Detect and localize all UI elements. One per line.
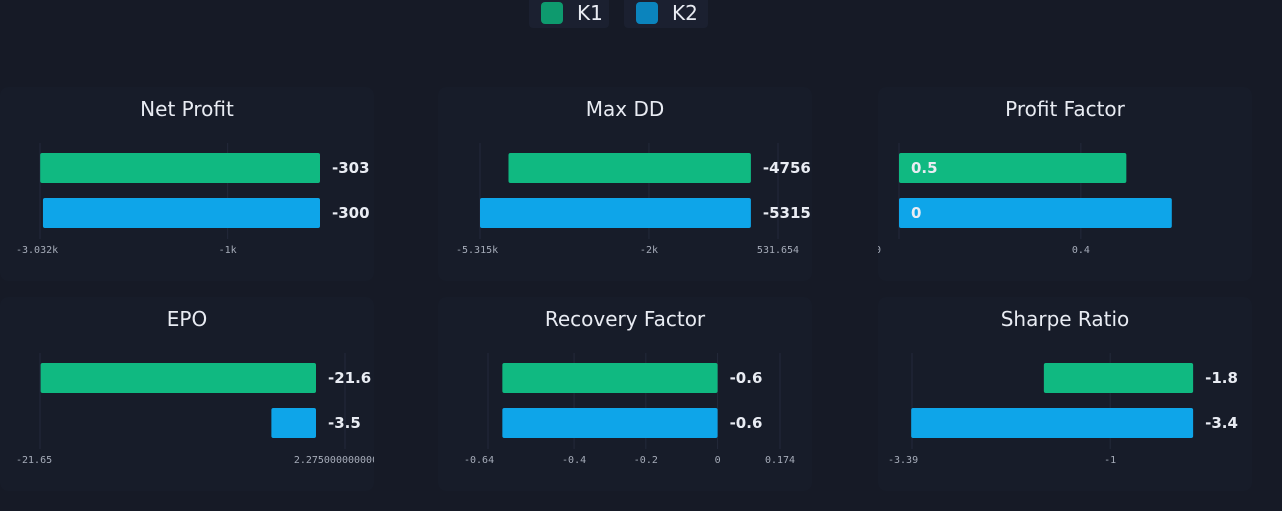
chart-max-dd: -4756 -5315 -5.315k -2k 531.654 bbox=[456, 143, 811, 256]
tick-label: -1k bbox=[219, 245, 237, 256]
bar-k1 bbox=[508, 153, 751, 183]
data-label: -4756 bbox=[763, 159, 811, 177]
chart-epo: -21.6 -3.5 -21.65 2.275000000000004 bbox=[16, 353, 374, 466]
legend-label-k1: K1 bbox=[577, 1, 603, 25]
data-label: -3.4 bbox=[1205, 414, 1238, 432]
tick-label: -3.39 bbox=[888, 455, 918, 466]
chart-card-epo: EPO -21.6 -3.5 -21.65 2.275000000000004 bbox=[0, 297, 374, 491]
chart-card-profit-factor: Profit Factor 0.5 0 0 0.4 bbox=[878, 87, 1252, 281]
bar-k1 bbox=[40, 153, 321, 183]
bar-k1 bbox=[1043, 363, 1194, 393]
legend-item-k2[interactable]: K2 bbox=[624, 0, 708, 28]
chart-title: EPO bbox=[166, 307, 208, 331]
legend-label-k2: K2 bbox=[672, 1, 698, 25]
tick-label: 531.654 bbox=[757, 245, 799, 256]
chart-title: Profit Factor bbox=[1005, 97, 1125, 121]
tick-label: 0.174 bbox=[765, 455, 795, 466]
tick-label: 2.275000000000004 bbox=[294, 455, 374, 466]
data-label: -5315 bbox=[763, 204, 811, 222]
bar-k1 bbox=[899, 153, 1127, 183]
bar-k2 bbox=[480, 198, 751, 228]
data-label: -303 bbox=[332, 159, 370, 177]
chart-title: Net Profit bbox=[140, 97, 234, 121]
tick-label: -2k bbox=[640, 245, 658, 256]
chart-title: Recovery Factor bbox=[544, 307, 706, 331]
data-label: 0.5 bbox=[911, 159, 938, 177]
legend: K1 K2 bbox=[0, 0, 1282, 30]
chart-sharpe-ratio: -1.8 -3.4 -3.39 -1 bbox=[888, 353, 1238, 466]
chart-card-net-profit: Net Profit -303 -300 -3.032k -1k bbox=[0, 87, 374, 281]
chart-title: Max DD bbox=[585, 97, 665, 121]
data-label: -300 bbox=[332, 204, 370, 222]
chart-title: Sharpe Ratio bbox=[1000, 307, 1130, 331]
legend-swatch-k2 bbox=[636, 2, 658, 24]
data-label: -0.6 bbox=[730, 369, 763, 387]
chart-recovery-factor: -0.6 -0.6 -0.64 -0.4 -0.2 0 0.174 bbox=[464, 353, 795, 466]
legend-swatch-k1 bbox=[541, 2, 563, 24]
tick-label: -0.64 bbox=[464, 455, 494, 466]
bar-k2 bbox=[271, 408, 316, 438]
bar-k2 bbox=[899, 198, 1172, 228]
tick-label: -5.315k bbox=[456, 245, 498, 256]
tick-label: -0.2 bbox=[634, 455, 658, 466]
chart-card-sharpe-ratio: Sharpe Ratio -1.8 -3.4 -3.39 -1 bbox=[878, 297, 1252, 491]
chart-card-recovery-factor: Recovery Factor -0.6 -0.6 -0.64 -0.4 -0.2 0 0.… bbox=[438, 297, 812, 491]
bar-k1 bbox=[40, 363, 316, 393]
data-label: -3.5 bbox=[328, 414, 361, 432]
data-label: -1.8 bbox=[1205, 369, 1238, 387]
chart-card-max-dd: Max DD -4756 -5315 -5.315k -2k 531.654 bbox=[438, 87, 812, 281]
chart-profit-factor: 0.5 0 0 0.4 bbox=[878, 143, 1172, 256]
data-label: -21.6 bbox=[328, 369, 371, 387]
tick-label: -0.4 bbox=[562, 455, 586, 466]
bar-k2 bbox=[502, 408, 718, 438]
tick-label: -1 bbox=[1104, 455, 1116, 466]
tick-label: 0 bbox=[715, 455, 721, 466]
tick-label: -3.032k bbox=[16, 245, 58, 256]
bar-k2 bbox=[42, 198, 321, 228]
tick-label: 0.4 bbox=[1072, 245, 1090, 256]
data-label: -0.6 bbox=[730, 414, 763, 432]
tick-label: -21.65 bbox=[16, 455, 52, 466]
bar-k2 bbox=[911, 408, 1194, 438]
data-label: 0 bbox=[911, 204, 921, 222]
legend-item-k1[interactable]: K1 bbox=[529, 0, 609, 28]
chart-net-profit: -303 -300 -3.032k -1k bbox=[16, 143, 370, 256]
tick-label: 0 bbox=[878, 245, 881, 256]
bar-k1 bbox=[502, 363, 718, 393]
